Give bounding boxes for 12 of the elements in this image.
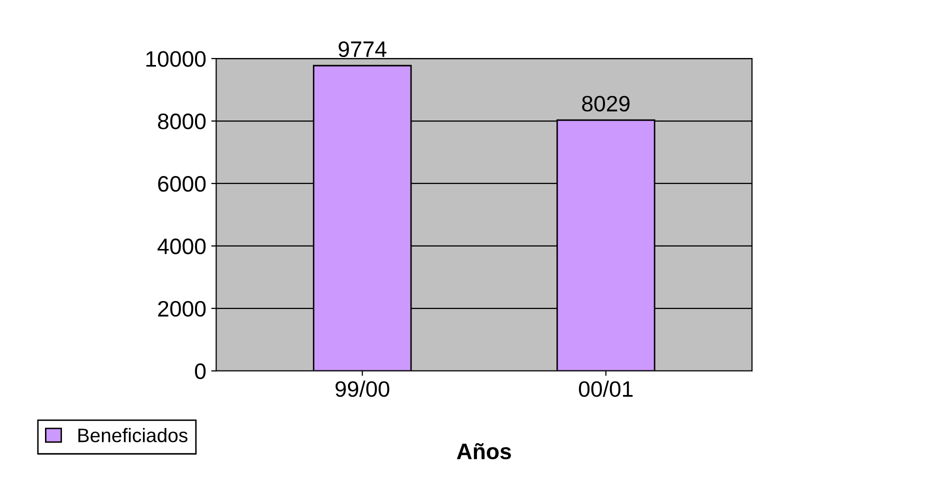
x-tick-label: 00/01 xyxy=(578,380,633,397)
y-tick-label: 8000 xyxy=(158,114,206,130)
y-tick-label: 4000 xyxy=(158,238,206,254)
y-tick-label: 6000 xyxy=(158,176,206,192)
y-tick-label: 2000 xyxy=(158,300,206,317)
data-label: 8029 xyxy=(582,96,630,112)
y-tick-label: 0 xyxy=(194,363,206,380)
x-axis-title: Años xyxy=(456,443,511,460)
x-tick-label: 99/00 xyxy=(336,380,390,397)
data-label: 9774 xyxy=(338,41,386,58)
y-tick-label: 10000 xyxy=(146,51,206,67)
legend-label: Beneficiados xyxy=(78,428,188,442)
